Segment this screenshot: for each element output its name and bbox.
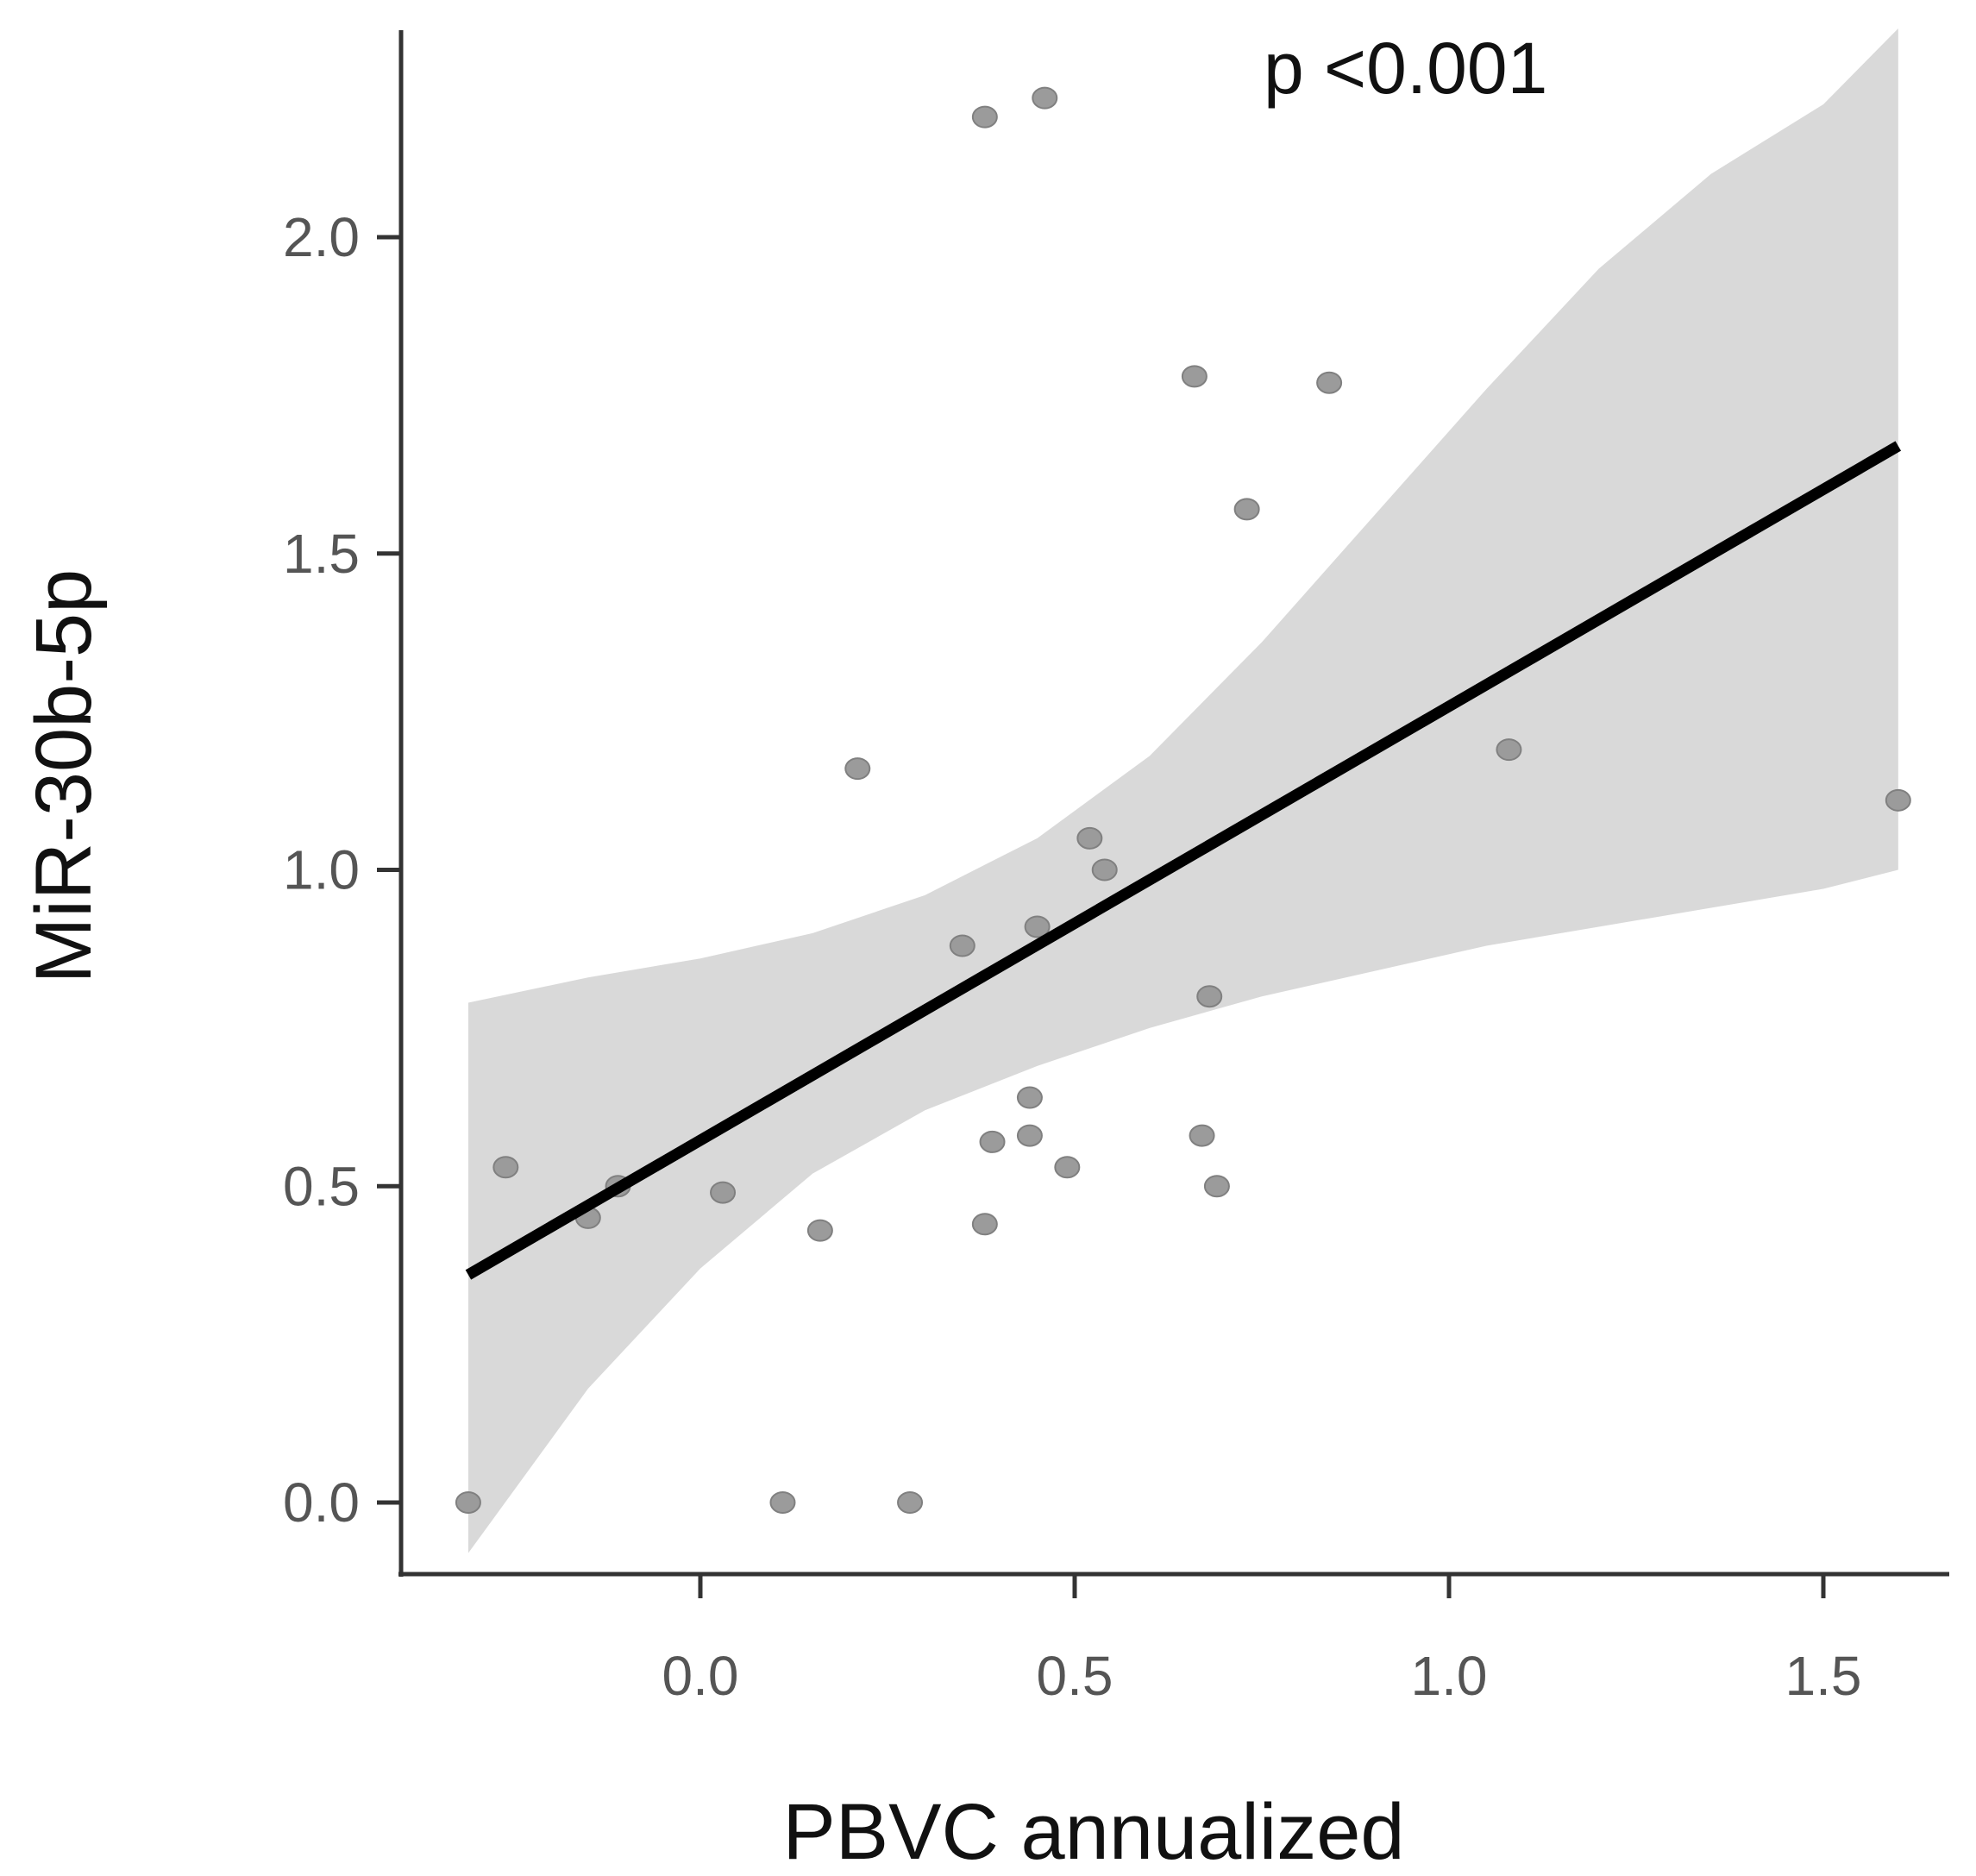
data-point [979, 1130, 1006, 1153]
y-tick-label: 0.5 [283, 1155, 360, 1217]
data-point [1496, 738, 1522, 762]
x-tick-label: 1.5 [1785, 1645, 1862, 1707]
labels-layer: PBVC annualized MiR-30b-5p p <0.001 [20, 28, 1547, 1876]
data-point [1885, 788, 1911, 812]
data-point [1181, 365, 1208, 388]
data-point [1316, 371, 1343, 394]
confidence-band-layer [467, 28, 1898, 1553]
regression-line [465, 441, 1902, 1280]
data-point [1203, 1175, 1230, 1198]
axes-layer: 0.0 0.5 1.0 1.5 2.0 0.0 0.5 1.0 1.5 [283, 30, 1949, 1707]
data-point [1024, 915, 1051, 938]
x-tick-label: 0.5 [1037, 1645, 1113, 1707]
data-point [971, 1213, 998, 1236]
p-value-annotation: p <0.001 [1264, 28, 1547, 109]
y-tick-label: 1.5 [283, 523, 360, 585]
data-point [1196, 985, 1223, 1008]
data-point [1189, 1124, 1215, 1147]
data-point [806, 1219, 833, 1242]
data-point [1016, 1086, 1043, 1109]
confidence-band [467, 28, 1898, 1553]
y-tick-label: 2.0 [283, 206, 360, 268]
data-point [1032, 86, 1058, 110]
data-point [844, 757, 871, 781]
data-point [455, 1491, 481, 1514]
data-point [710, 1181, 737, 1204]
data-point [897, 1491, 924, 1514]
data-point [492, 1156, 519, 1179]
x-tick-label: 1.0 [1411, 1645, 1488, 1707]
data-point [1054, 1156, 1081, 1179]
x-tick-label: 0.0 [662, 1645, 739, 1707]
data-points-layer [455, 86, 1911, 1514]
data-point [769, 1491, 796, 1514]
x-axis-title: PBVC annualized [782, 1788, 1404, 1876]
data-point [949, 934, 975, 957]
regression-line-layer [465, 441, 1902, 1280]
y-tick-label: 1.0 [283, 839, 360, 901]
data-point [971, 105, 998, 129]
data-point [1076, 826, 1103, 850]
data-point [1091, 858, 1118, 882]
y-tick-label: 0.0 [283, 1471, 360, 1534]
data-point [1016, 1124, 1043, 1147]
data-point [1233, 498, 1260, 521]
y-axis-title: MiR-30b-5p [20, 569, 108, 984]
